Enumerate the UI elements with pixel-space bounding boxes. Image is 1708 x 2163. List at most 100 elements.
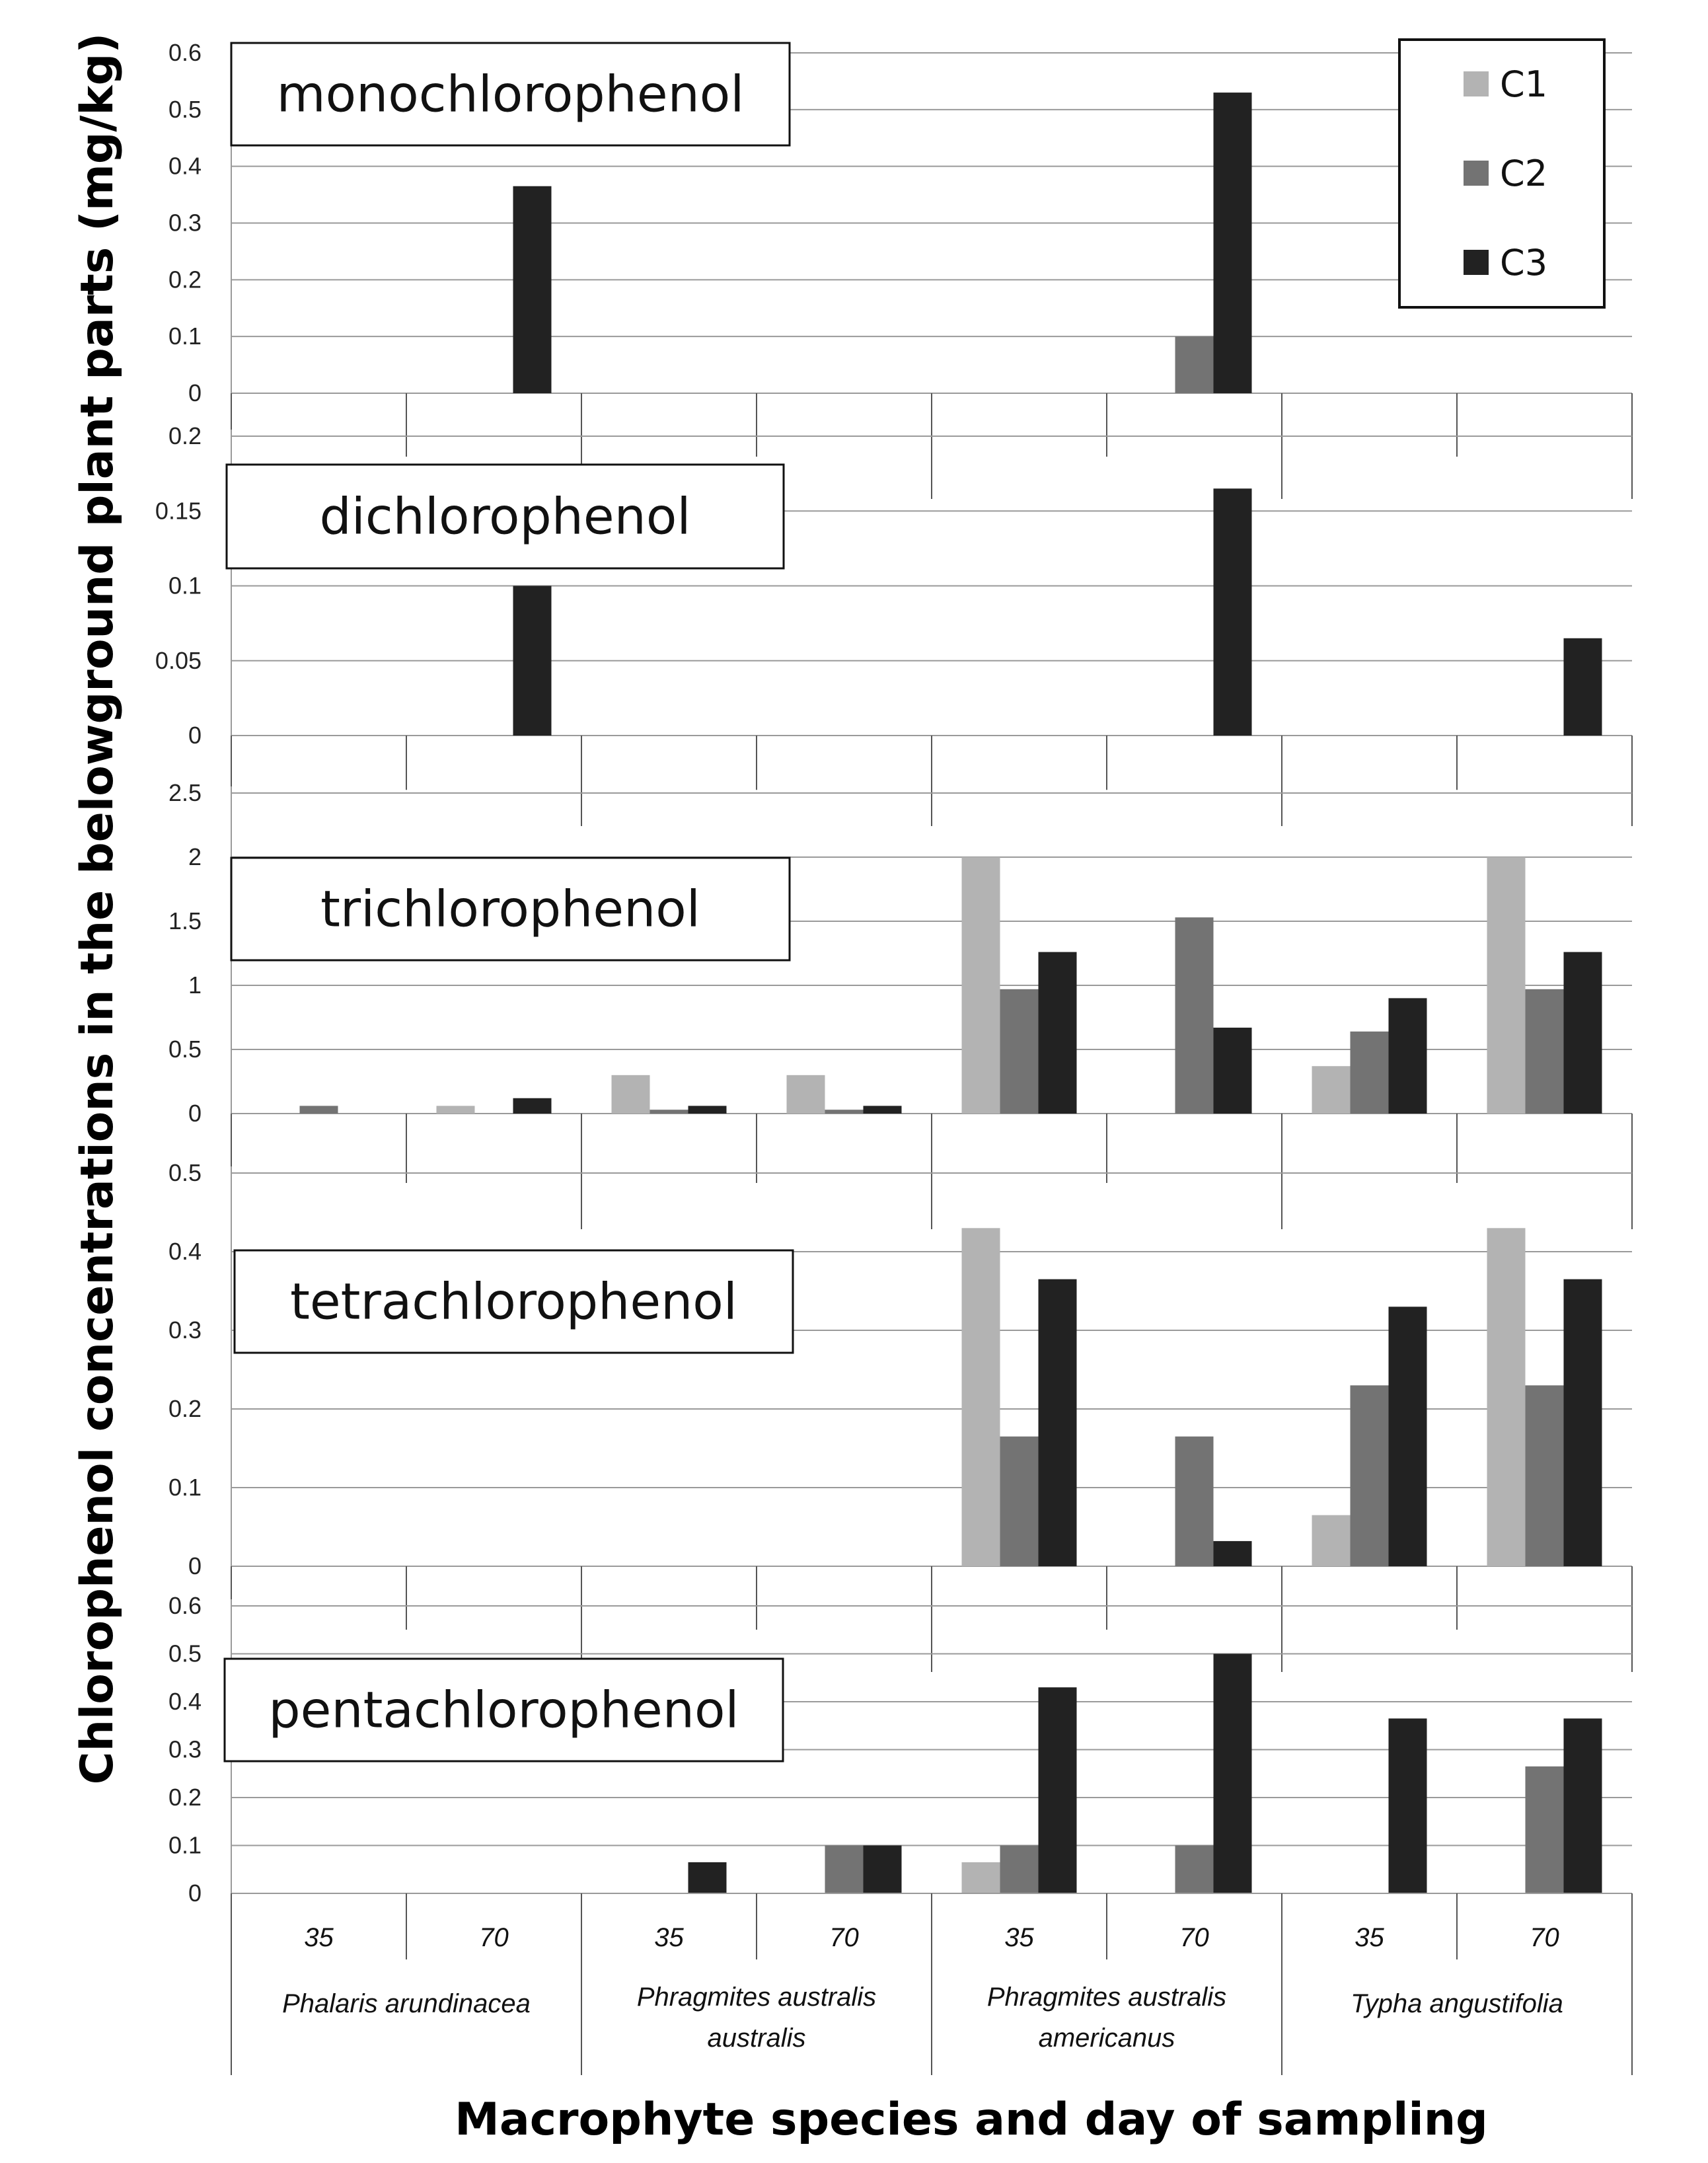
bar-C1 <box>1312 1515 1351 1566</box>
bar-C3 <box>688 1106 727 1114</box>
bar-C3 <box>1213 1028 1252 1114</box>
bar-C2 <box>1000 989 1039 1114</box>
panel-title: monochlorophenol <box>277 65 745 124</box>
y-tick-label: 0 <box>188 1100 202 1127</box>
y-tick-label: 0 <box>188 1879 202 1907</box>
bar-C2 <box>1175 917 1214 1114</box>
bar-C3 <box>1388 1718 1427 1893</box>
y-tick-label: 0.5 <box>168 1036 202 1063</box>
bar-C2 <box>1525 989 1564 1114</box>
y-tick-label: 0.5 <box>168 96 202 123</box>
bar-C2 <box>1175 336 1214 393</box>
y-tick-label: 0.6 <box>168 1592 202 1619</box>
y-tick-label: 0.2 <box>168 266 202 293</box>
panel-title-box <box>230 42 791 147</box>
bar-C3 <box>1038 1279 1077 1566</box>
bar-C1 <box>961 1862 1000 1893</box>
y-tick-label: 0 <box>188 722 202 749</box>
y-tick-label: 0.3 <box>168 1736 202 1763</box>
bar-C2 <box>1175 1436 1214 1566</box>
bar-C3 <box>863 1106 902 1114</box>
y-tick-label: 0.2 <box>168 1784 202 1811</box>
bar-C2 <box>825 1110 864 1114</box>
y-tick-label: 0.2 <box>168 1395 202 1422</box>
panel-title-box <box>230 856 791 962</box>
panel-dichlorophenol: 0 0.05 0.1 0.15 0.2 dichlorophenol <box>155 422 1633 826</box>
x-day-label: 35 <box>654 1923 684 1952</box>
bar-C3 <box>513 586 552 736</box>
x-species-label: Phragmites australis <box>987 1983 1226 2012</box>
bar-C2 <box>1350 1031 1389 1114</box>
y-tick-label: 2 <box>188 843 202 870</box>
bar-C3 <box>1213 1653 1252 1893</box>
bar-C1 <box>1487 857 1526 1114</box>
legend-swatch-C1 <box>1464 71 1489 96</box>
panel-tetrachlorophenol: 0 0.1 0.2 0.3 0.4 0.5 tetrachlorophenol <box>168 1159 1633 1672</box>
x-species-label: australis <box>708 2024 806 2053</box>
bar-C3 <box>1563 1279 1602 1566</box>
bar-C3 <box>1213 1540 1252 1566</box>
y-tick-label: 0.05 <box>155 647 202 674</box>
y-tick-label: 0.5 <box>168 1159 202 1186</box>
y-tick-label: 0.5 <box>168 1640 202 1667</box>
y-tick-label: 0.15 <box>155 497 202 524</box>
bar-C3 <box>863 1845 902 1893</box>
legend-box <box>1398 38 1606 309</box>
bar-C2 <box>1350 1385 1389 1566</box>
legend-label-C3: C3 <box>1500 242 1547 284</box>
bar-C3 <box>513 1098 552 1114</box>
panel-title-box <box>225 463 785 570</box>
bar-C2 <box>1000 1436 1039 1566</box>
bar-C2 <box>650 1110 688 1114</box>
y-tick-label: 0 <box>188 379 202 406</box>
legend-label-C1: C1 <box>1500 63 1547 105</box>
bar-C1 <box>961 1228 1000 1566</box>
y-tick-label: 0.3 <box>168 1316 202 1344</box>
bar-C3 <box>1213 488 1252 736</box>
x-day-label: 35 <box>304 1923 334 1952</box>
x-species-label: americanus <box>1039 2024 1175 2053</box>
panel-title: dichlorophenol <box>320 487 691 546</box>
bar-C3 <box>1213 93 1252 394</box>
x-day-label: 35 <box>1355 1923 1384 1952</box>
y-tick-label: 1 <box>188 971 202 999</box>
bar-C1 <box>786 1075 825 1114</box>
legend: C1 C2 C3 <box>1398 38 1606 309</box>
y-axis-title: Chlorophenol concentrations in the below… <box>71 33 124 1785</box>
bar-C3 <box>1038 1687 1077 1893</box>
bar-C1 <box>1312 1066 1351 1114</box>
y-tick-label: 0.6 <box>168 39 202 66</box>
panel-title: pentachlorophenol <box>268 1681 739 1739</box>
bar-C3 <box>1563 952 1602 1114</box>
y-tick-label: 2.5 <box>168 779 202 806</box>
x-day-label: 35 <box>1004 1923 1034 1952</box>
bar-C3 <box>1563 638 1602 736</box>
bar-C3 <box>1388 998 1427 1114</box>
bar-C2 <box>1525 1766 1564 1893</box>
y-tick-label: 0.1 <box>168 1832 202 1859</box>
bar-C3 <box>1563 1718 1602 1893</box>
x-species-label: Typha angustifolia <box>1351 1989 1563 2018</box>
y-tick-label: 0.3 <box>168 209 202 237</box>
x-species-label: Phragmites australis <box>637 1983 876 2012</box>
bar-C3 <box>513 186 552 393</box>
panel-trichlorophenol: 0 0.5 1 1.5 2 2.5 trichlorophenol <box>168 779 1633 1229</box>
panel-title: trichlorophenol <box>320 880 700 938</box>
y-tick-label: 0 <box>188 1552 202 1579</box>
bar-C3 <box>1038 952 1077 1114</box>
panel-title: tetrachlorophenol <box>290 1272 737 1331</box>
panel-pentachlorophenol: 0 0.1 0.2 0.3 0.4 0.5 0.6 pentachlorophenol <box>168 1592 1632 1907</box>
y-tick-label: 0.4 <box>168 153 202 180</box>
y-tick-label: 0.4 <box>168 1688 202 1715</box>
x-day-label: 70 <box>479 1923 509 1952</box>
bar-C3 <box>688 1862 727 1893</box>
panel-monochlorophenol: 0 0.1 0.2 0.3 0.4 0.5 0.6 monochlorophenol <box>168 39 1633 499</box>
y-tick-label: 0.1 <box>168 1474 202 1501</box>
panel-title-box <box>223 1657 784 1763</box>
bar-C2 <box>1525 1385 1564 1566</box>
bar-C1 <box>611 1075 650 1114</box>
x-species-label: Phalaris arundinacea <box>282 1989 531 2018</box>
bar-C2 <box>1000 1845 1039 1893</box>
legend-label-C2: C2 <box>1500 153 1547 194</box>
